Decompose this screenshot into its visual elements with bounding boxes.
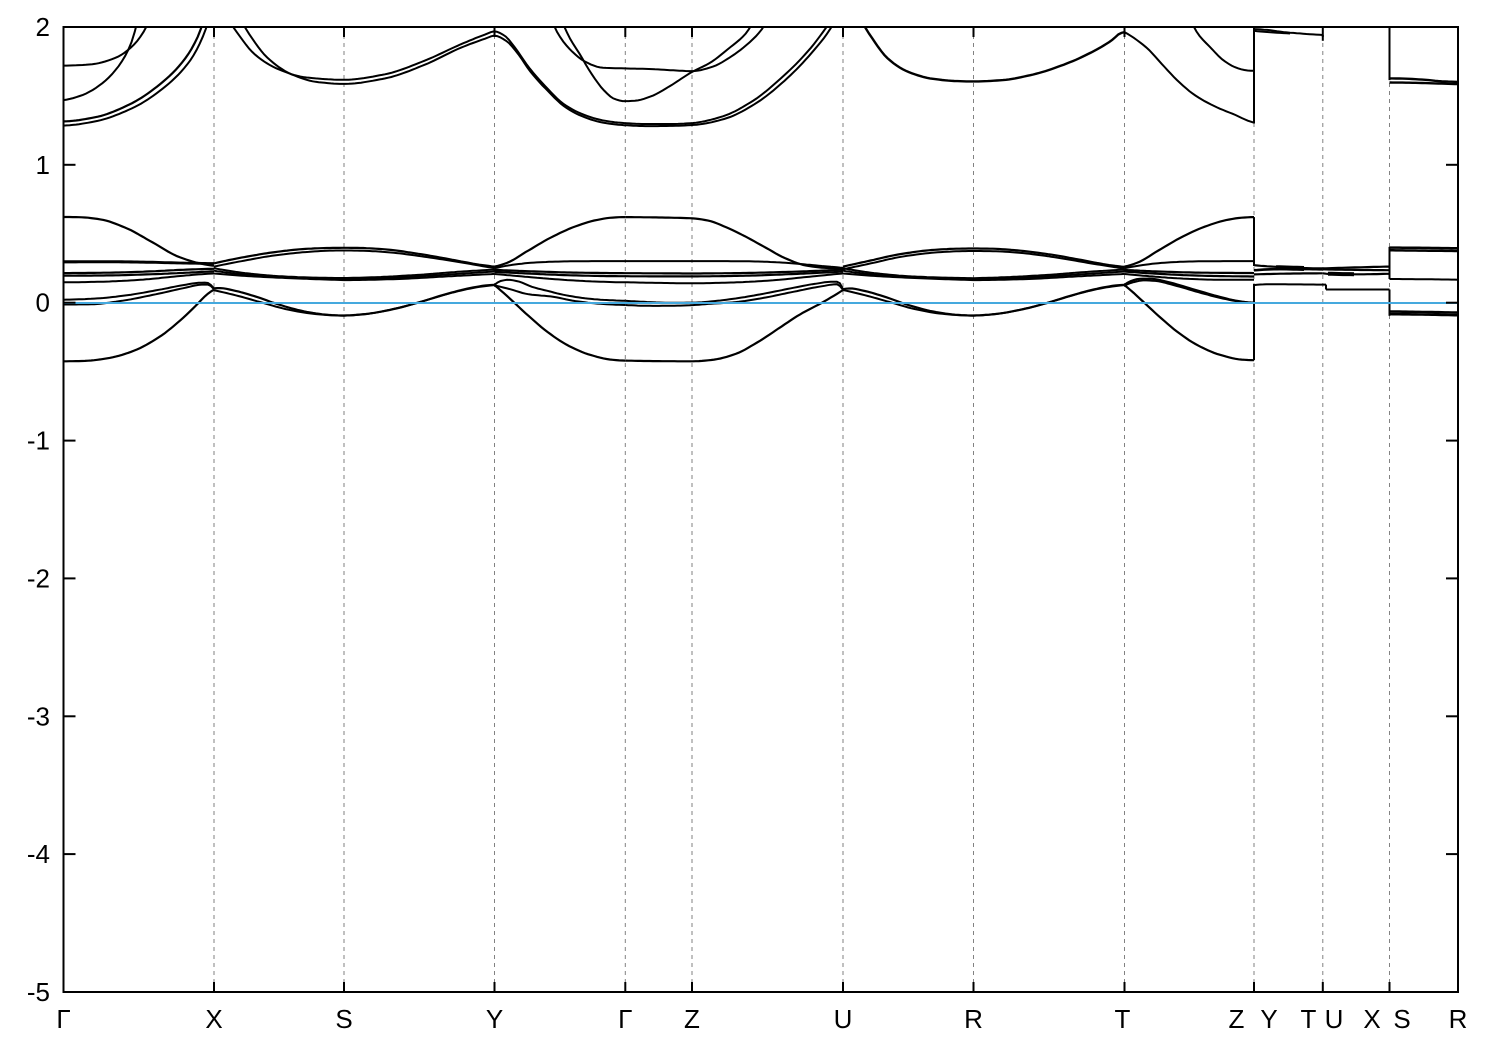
svg-text:1: 1 — [36, 150, 50, 180]
svg-text:-4: -4 — [27, 839, 50, 869]
svg-text:X: X — [205, 1004, 222, 1034]
svg-text:-3: -3 — [27, 701, 50, 731]
svg-text:R: R — [964, 1004, 983, 1034]
svg-text:0: 0 — [36, 288, 50, 318]
svg-text:T: T — [1115, 1004, 1131, 1034]
svg-text:Z: Z — [684, 1004, 700, 1034]
svg-text:Y: Y — [1260, 1004, 1277, 1034]
svg-text:-5: -5 — [27, 977, 50, 1007]
svg-text:S: S — [1393, 1004, 1410, 1034]
svg-text:Γ: Γ — [618, 1004, 632, 1034]
svg-text:Y: Y — [486, 1004, 503, 1034]
svg-text:Z: Z — [1229, 1004, 1245, 1034]
svg-text:X: X — [1363, 1004, 1380, 1034]
svg-text:Γ: Γ — [56, 1004, 70, 1034]
svg-text:U: U — [1325, 1004, 1344, 1034]
svg-text:U: U — [834, 1004, 853, 1034]
svg-text:-2: -2 — [27, 563, 50, 593]
svg-text:S: S — [335, 1004, 352, 1034]
svg-text:T: T — [1301, 1004, 1317, 1034]
svg-text:R: R — [1449, 1004, 1468, 1034]
svg-text:-1: -1 — [27, 426, 50, 456]
svg-text:2: 2 — [36, 12, 50, 42]
